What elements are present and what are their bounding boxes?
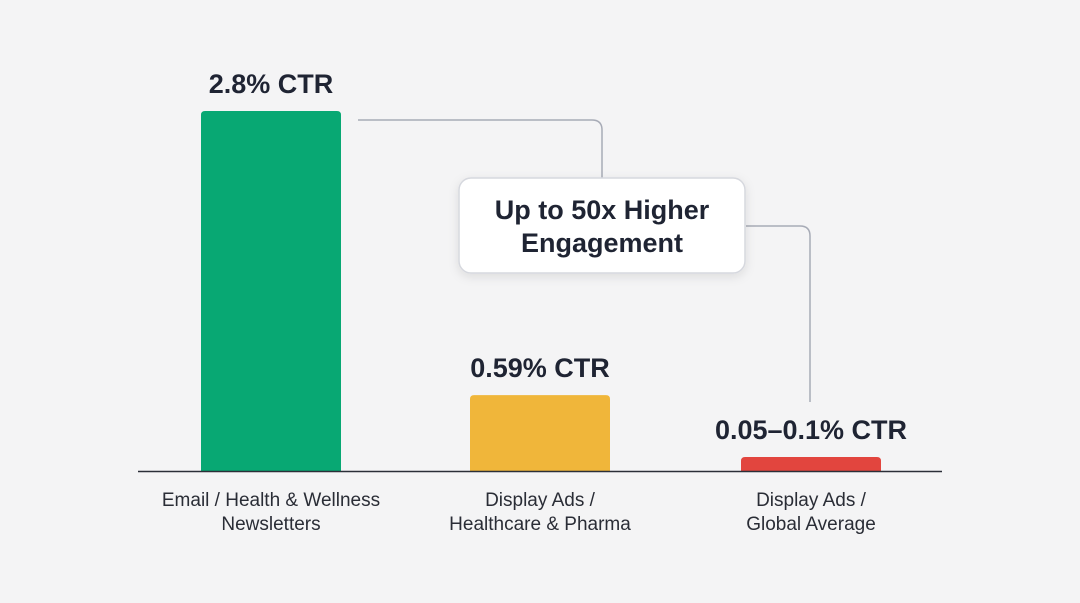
callout-line-2: Engagement — [521, 228, 683, 258]
category-label-1-line-1: Email / Health & Wellness — [162, 490, 380, 511]
callout-line-1: Up to 50x Higher — [495, 195, 710, 225]
category-label-2-line-2: Healthcare & Pharma — [449, 514, 631, 535]
category-label-3-line-2: Global Average — [746, 514, 876, 535]
bar-value-label-3: 0.05–0.1% CTR — [715, 415, 907, 445]
category-label-3-line-1: Display Ads / — [756, 490, 867, 511]
labels-layer: 2.8% CTR Email / Health & Wellness Newslet… — [162, 69, 907, 535]
bar-value-label-1: 2.8% CTR — [209, 69, 334, 99]
category-label-1-line-2: Newsletters — [221, 514, 320, 535]
connector-line-left — [358, 119, 603, 178]
bar-3 — [741, 457, 881, 471]
connector-line-right — [746, 225, 811, 402]
bar-value-label-2: 0.59% CTR — [470, 353, 610, 383]
category-label-2-line-1: Display Ads / — [485, 490, 596, 511]
callout-box — [458, 177, 746, 274]
bar-1 — [201, 111, 341, 471]
engagement-callout: Up to 50x Higher Engagement — [458, 177, 746, 274]
bars-layer — [201, 111, 881, 471]
bar-2 — [470, 395, 610, 471]
